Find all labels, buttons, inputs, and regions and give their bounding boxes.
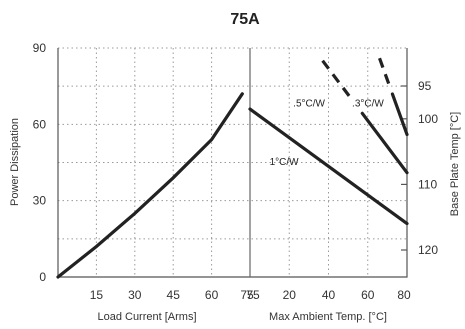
right-x-tick-label: 20 [283, 288, 297, 302]
derating-curve-1 [248, 107, 409, 226]
left-y-tick-label: 30 [33, 194, 47, 208]
derating-curve-3 [390, 92, 409, 137]
left-y-ticks: 0 30 60 90 [33, 41, 47, 284]
curve-label: 1°C/W [270, 157, 300, 168]
curve-label: .3°C/W [352, 99, 384, 110]
right-y-tick-label: 100 [418, 112, 438, 126]
right-x-axis-label: Max Ambient Temp. [°C] [269, 311, 387, 323]
left-x-tick-label: 30 [128, 288, 142, 302]
curve-label: .5°C/W [293, 99, 325, 110]
chart-title: 75A [230, 11, 260, 28]
left-y-tick-label: 60 [33, 117, 47, 131]
curves: 1°C/W .5°C/W .3°C/W [56, 57, 409, 279]
left-x-axis-label: Load Current [Arms] [97, 311, 196, 323]
derating-curve-3-dashed [378, 57, 391, 86]
derating-curve-2 [360, 111, 409, 175]
derating-curve-2-dashed [321, 59, 354, 101]
right-y-tick-label: 110 [418, 177, 437, 191]
right-y-ticks: 95 100 110 120 [401, 79, 438, 257]
left-y-axis-label: Power Dissipation [9, 118, 21, 206]
right-x-tick-label: 80 [397, 288, 411, 302]
left-x-tick-label: 15 [90, 288, 104, 302]
left-x-tick-label: 60 [205, 288, 219, 302]
grid-lines [58, 47, 407, 277]
power-dissipation-curve [56, 92, 244, 279]
left-x-tick-label: 45 [167, 288, 181, 302]
right-x-tick-label: 60 [361, 288, 375, 302]
left-x-tick-label: 75 [240, 288, 254, 302]
right-y-tick-label: 120 [418, 243, 438, 257]
right-x-tick-label: 40 [322, 288, 336, 302]
right-y-axis-label: Base Plate Temp [°C] [449, 112, 461, 216]
plot-frame [57, 48, 408, 278]
left-y-tick-label: 90 [33, 41, 47, 55]
left-y-tick-label: 0 [39, 270, 46, 284]
right-y-tick-label: 95 [418, 79, 432, 93]
right-x-tick-label: 75 [246, 288, 260, 302]
